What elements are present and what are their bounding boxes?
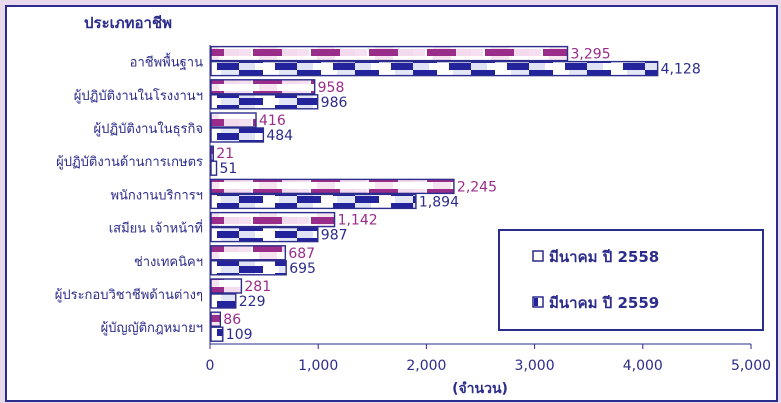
value-label-2558: 281 (244, 279, 271, 295)
legend-label-2558: มีนาคม ปี 2558 (549, 248, 659, 266)
value-label-2558: 687 (288, 246, 315, 262)
category-label: พนักงานบริการฯ (110, 188, 203, 203)
bar-2559 (210, 293, 237, 309)
value-label-2559: 987 (321, 228, 348, 244)
bar-2558 (210, 45, 569, 62)
value-label-2558: 3,295 (571, 47, 611, 63)
x-axis-title: (จำนวน) (452, 381, 508, 397)
bar-2559 (210, 260, 287, 276)
x-tick-label: 1,000 (298, 358, 338, 374)
value-label-2559: 986 (321, 95, 348, 111)
value-label-2558: 86 (223, 312, 241, 328)
x-tick-labels-layer: 0 1,000 2,000 3,000 4,000 5,000 (206, 344, 771, 374)
value-label-2559: 4,128 (661, 62, 701, 78)
value-label-2558: 2,245 (457, 179, 497, 195)
bar-2559 (210, 127, 265, 143)
x-tick-label: 4,000 (623, 358, 663, 374)
category-label: ผู้ประกอบวิชาชีพด้านต่างๆ (55, 287, 203, 303)
value-label-2559: 1,894 (419, 194, 459, 210)
bar-2558 (210, 278, 243, 294)
value-label-2558: 21 (216, 146, 234, 162)
category-label: อาชีพพื้นฐาน (130, 53, 203, 71)
bar-2559 (210, 226, 319, 243)
category-label: เสมียน เจ้าหน้าที่ (109, 220, 203, 237)
bar-2559 (210, 60, 659, 77)
category-axis-title: ประเภทอาชีพ (84, 14, 172, 32)
bar-2558 (210, 211, 336, 228)
legend-swatch-2558 (532, 250, 544, 262)
x-tick-label: 0 (206, 358, 215, 374)
value-label-2559: 484 (266, 128, 293, 144)
bar-2558 (210, 178, 455, 195)
category-label: ช่างเทคนิคฯ (134, 255, 203, 270)
bar-2559 (210, 193, 417, 210)
x-tick-label: 2,000 (406, 358, 446, 374)
category-labels-layer: อาชีพพื้นฐานผู้ปฏิบัติงานในโรงงานฯผู้ปฏิ… (55, 53, 203, 337)
category-label: ผู้บัญญัติกฎหมายฯ (101, 321, 203, 336)
value-label-2559: 51 (220, 161, 238, 177)
category-label: ผู้ปฏิบัติงานในโรงงานฯ (74, 88, 203, 104)
value-label-2558: 1,142 (338, 213, 378, 229)
value-label-2558: 416 (259, 113, 286, 129)
legend-label-2559: มีนาคม ปี 2559 (549, 294, 659, 312)
bar-2559 (210, 160, 218, 176)
bars-layer (210, 45, 659, 342)
legend: มีนาคม ปี 2558 มีนาคม ปี 2559 (498, 229, 764, 331)
value-label-2559: 229 (239, 294, 266, 310)
legend-box (498, 229, 764, 331)
category-label: ผู้ปฏิบัติงานในธุรกิจ (94, 121, 203, 137)
value-label-2559: 695 (289, 261, 316, 277)
chart-frame: ประเภทอาชีพ 3,295 4,128 958 986 416 484 21 51 2,… (5, 5, 778, 402)
x-tick-label: 3,000 (515, 358, 555, 374)
bar-2559 (210, 326, 224, 342)
bar-2558 (210, 311, 222, 327)
bar-2558 (210, 245, 287, 261)
category-label: ผู้ปฏิบัติงานด้านการเกษตร (56, 155, 203, 170)
bar-2558 (210, 145, 214, 161)
x-tick-label: 5,000 (731, 358, 771, 374)
bar-2559 (210, 94, 319, 110)
bar-2558 (210, 112, 257, 128)
bar-2558 (210, 79, 316, 95)
value-label-2559: 109 (226, 327, 253, 343)
legend-swatch-2559-fill (534, 298, 538, 306)
value-label-2558: 958 (318, 80, 345, 96)
